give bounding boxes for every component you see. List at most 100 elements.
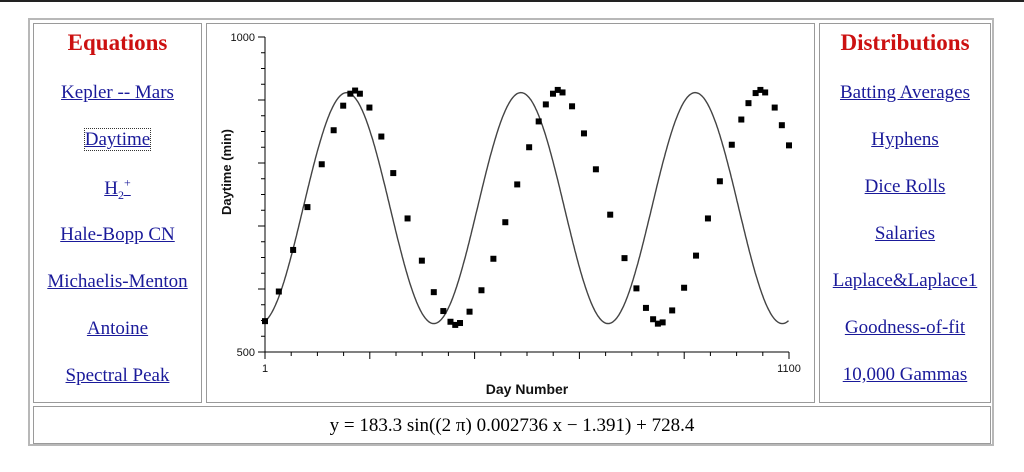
data-point [621, 255, 628, 262]
list-item: H2+ [34, 176, 201, 203]
data-point [440, 308, 447, 315]
data-point [347, 90, 354, 97]
equations-heading: Equations [67, 30, 168, 55]
link-batting-averages[interactable]: Batting Averages [840, 82, 970, 103]
link-hale-bopp[interactable]: Hale-Bopp CN [60, 224, 175, 245]
list-item: Antoine [34, 318, 201, 340]
list-item: Spectral Peak [34, 365, 201, 387]
fit-curve [264, 91, 789, 325]
list-item: Laplace&Laplace1 [820, 270, 990, 292]
link-spectral-peak[interactable]: Spectral Peak [65, 365, 170, 386]
data-point [681, 284, 688, 291]
list-item: 10,000 Gammas [820, 364, 990, 386]
distributions-heading: Distributions [840, 30, 970, 55]
top-rule [0, 0, 1024, 2]
data-point [569, 103, 576, 110]
main-table: Equations Kepler -- Mars Daytime H2+ Hal… [28, 18, 994, 446]
data-point [330, 127, 337, 134]
data-point [554, 86, 561, 93]
data-point [559, 89, 566, 96]
data-point [592, 166, 599, 173]
data-point [404, 215, 411, 222]
data-point [786, 142, 792, 149]
list-item: Dice Rolls [820, 176, 990, 198]
data-point [542, 101, 549, 108]
link-salaries[interactable]: Salaries [874, 223, 936, 244]
fit-equation: y = 183.3 sin((2 π) 0.002736 x − 1.391) … [329, 415, 695, 436]
link-hyphens[interactable]: Hyphens [871, 129, 939, 150]
data-point [771, 104, 778, 111]
data-point [366, 104, 373, 111]
x-axis-label: Day Number [486, 381, 569, 397]
data-point [752, 90, 759, 97]
x-tick-label: 1100 [777, 363, 801, 375]
data-point [318, 161, 325, 168]
data-point [447, 318, 454, 325]
data-point [352, 87, 359, 94]
data-point [535, 118, 542, 125]
data-point [762, 89, 769, 96]
h2-subscript: 2 [117, 188, 124, 203]
link-michaelis-menton[interactable]: Michaelis-Menton [47, 271, 188, 292]
h2-superscript: + [123, 176, 131, 190]
chart-panel: Daytime (min) Day Number 500 1000 1 1100 [206, 23, 815, 403]
daytime-chart: Daytime (min) Day Number 500 1000 1 1100 [219, 32, 801, 397]
data-point [607, 211, 614, 218]
list-item: Batting Averages [820, 82, 990, 104]
data-point [704, 215, 711, 222]
link-h2-plus[interactable]: H2+ [104, 176, 131, 203]
list-item: Daytime [34, 128, 201, 151]
data-point [290, 246, 297, 253]
link-daytime[interactable]: Daytime [83, 128, 152, 151]
link-goodness-of-fit[interactable]: Goodness-of-fit [844, 317, 966, 338]
data-point [490, 255, 497, 262]
link-antoine[interactable]: Antoine [86, 318, 149, 339]
data-point [659, 319, 666, 326]
data-point [745, 100, 752, 107]
data-point [669, 307, 676, 314]
data-point [580, 130, 587, 137]
equations-panel: Equations Kepler -- Mars Daytime H2+ Hal… [33, 23, 202, 403]
data-point [452, 321, 459, 328]
data-point [478, 287, 485, 294]
data-point [778, 122, 785, 129]
h2-label: H [104, 178, 118, 200]
data-point [340, 102, 347, 109]
list-item: Hyphens [820, 129, 990, 151]
data-point [757, 86, 764, 93]
link-laplace[interactable]: Laplace&Laplace1 [832, 270, 978, 291]
data-point [650, 316, 657, 323]
data-point [633, 285, 640, 292]
list-item: Salaries [820, 223, 990, 245]
data-point [430, 289, 437, 296]
link-10000-gammas[interactable]: 10,000 Gammas [842, 364, 968, 385]
data-point [654, 320, 661, 327]
data-point [418, 257, 425, 264]
data-point [378, 133, 385, 140]
data-point [514, 181, 521, 188]
data-point [549, 90, 556, 97]
data-point [716, 178, 723, 185]
y-axis-label: Daytime (min) [219, 129, 234, 215]
data-point [526, 144, 533, 151]
data-point [390, 170, 397, 177]
equation-bar: y = 183.3 sin((2 π) 0.002736 x − 1.391) … [33, 406, 991, 444]
link-dice-rolls[interactable]: Dice Rolls [864, 176, 946, 197]
data-point [457, 320, 464, 327]
data-point [304, 204, 311, 211]
x-tick-label: 1 [262, 363, 268, 375]
y-tick-label: 1000 [231, 32, 255, 44]
list-item: Kepler -- Mars [34, 82, 201, 104]
data-point [262, 318, 268, 325]
y-tick-label: 500 [237, 347, 255, 359]
data-point [728, 141, 735, 148]
distributions-panel: Distributions Batting Averages Hyphens D… [819, 23, 991, 403]
data-point [693, 252, 700, 259]
link-kepler-mars[interactable]: Kepler -- Mars [61, 82, 174, 103]
data-point [466, 308, 473, 315]
list-item: Hale-Bopp CN [34, 224, 201, 246]
list-item: Goodness-of-fit [820, 317, 990, 339]
list-item: Michaelis-Menton [34, 271, 201, 293]
data-point [738, 116, 745, 123]
data-point [275, 288, 282, 295]
